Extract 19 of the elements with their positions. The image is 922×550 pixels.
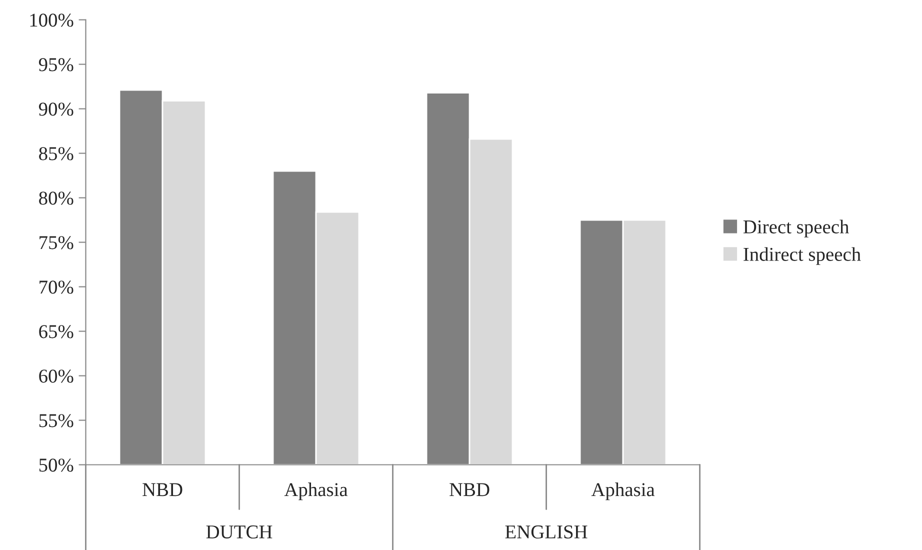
x-tick-label: NBD	[450, 483, 490, 496]
text: ENGLISH	[505, 525, 588, 538]
text: DUTCH	[206, 525, 272, 538]
legend-label: Indirect speech	[744, 247, 861, 265]
y-tick-label: 80%	[39, 192, 74, 205]
y-tick-label: 95%	[38, 58, 74, 72]
x-tick-label: NBD	[142, 483, 182, 496]
y-tick-label: 50%	[39, 458, 74, 472]
y-tick-label: 100%	[30, 14, 74, 27]
y-tick-label: 75%	[40, 236, 74, 250]
y-tick-label: 85%	[39, 147, 74, 160]
y-tick-label: 65%	[39, 325, 74, 338]
y-tick-label: 55%	[39, 414, 74, 428]
y-tick-label: 60%	[39, 370, 74, 383]
y-tick-label: 90%	[38, 102, 74, 116]
x-tick-label: Aphasia	[284, 482, 348, 500]
x-tick-label: Aphasia	[591, 482, 655, 500]
y-tick-label: 70%	[40, 280, 74, 294]
legend-label: Direct speech	[743, 220, 849, 238]
